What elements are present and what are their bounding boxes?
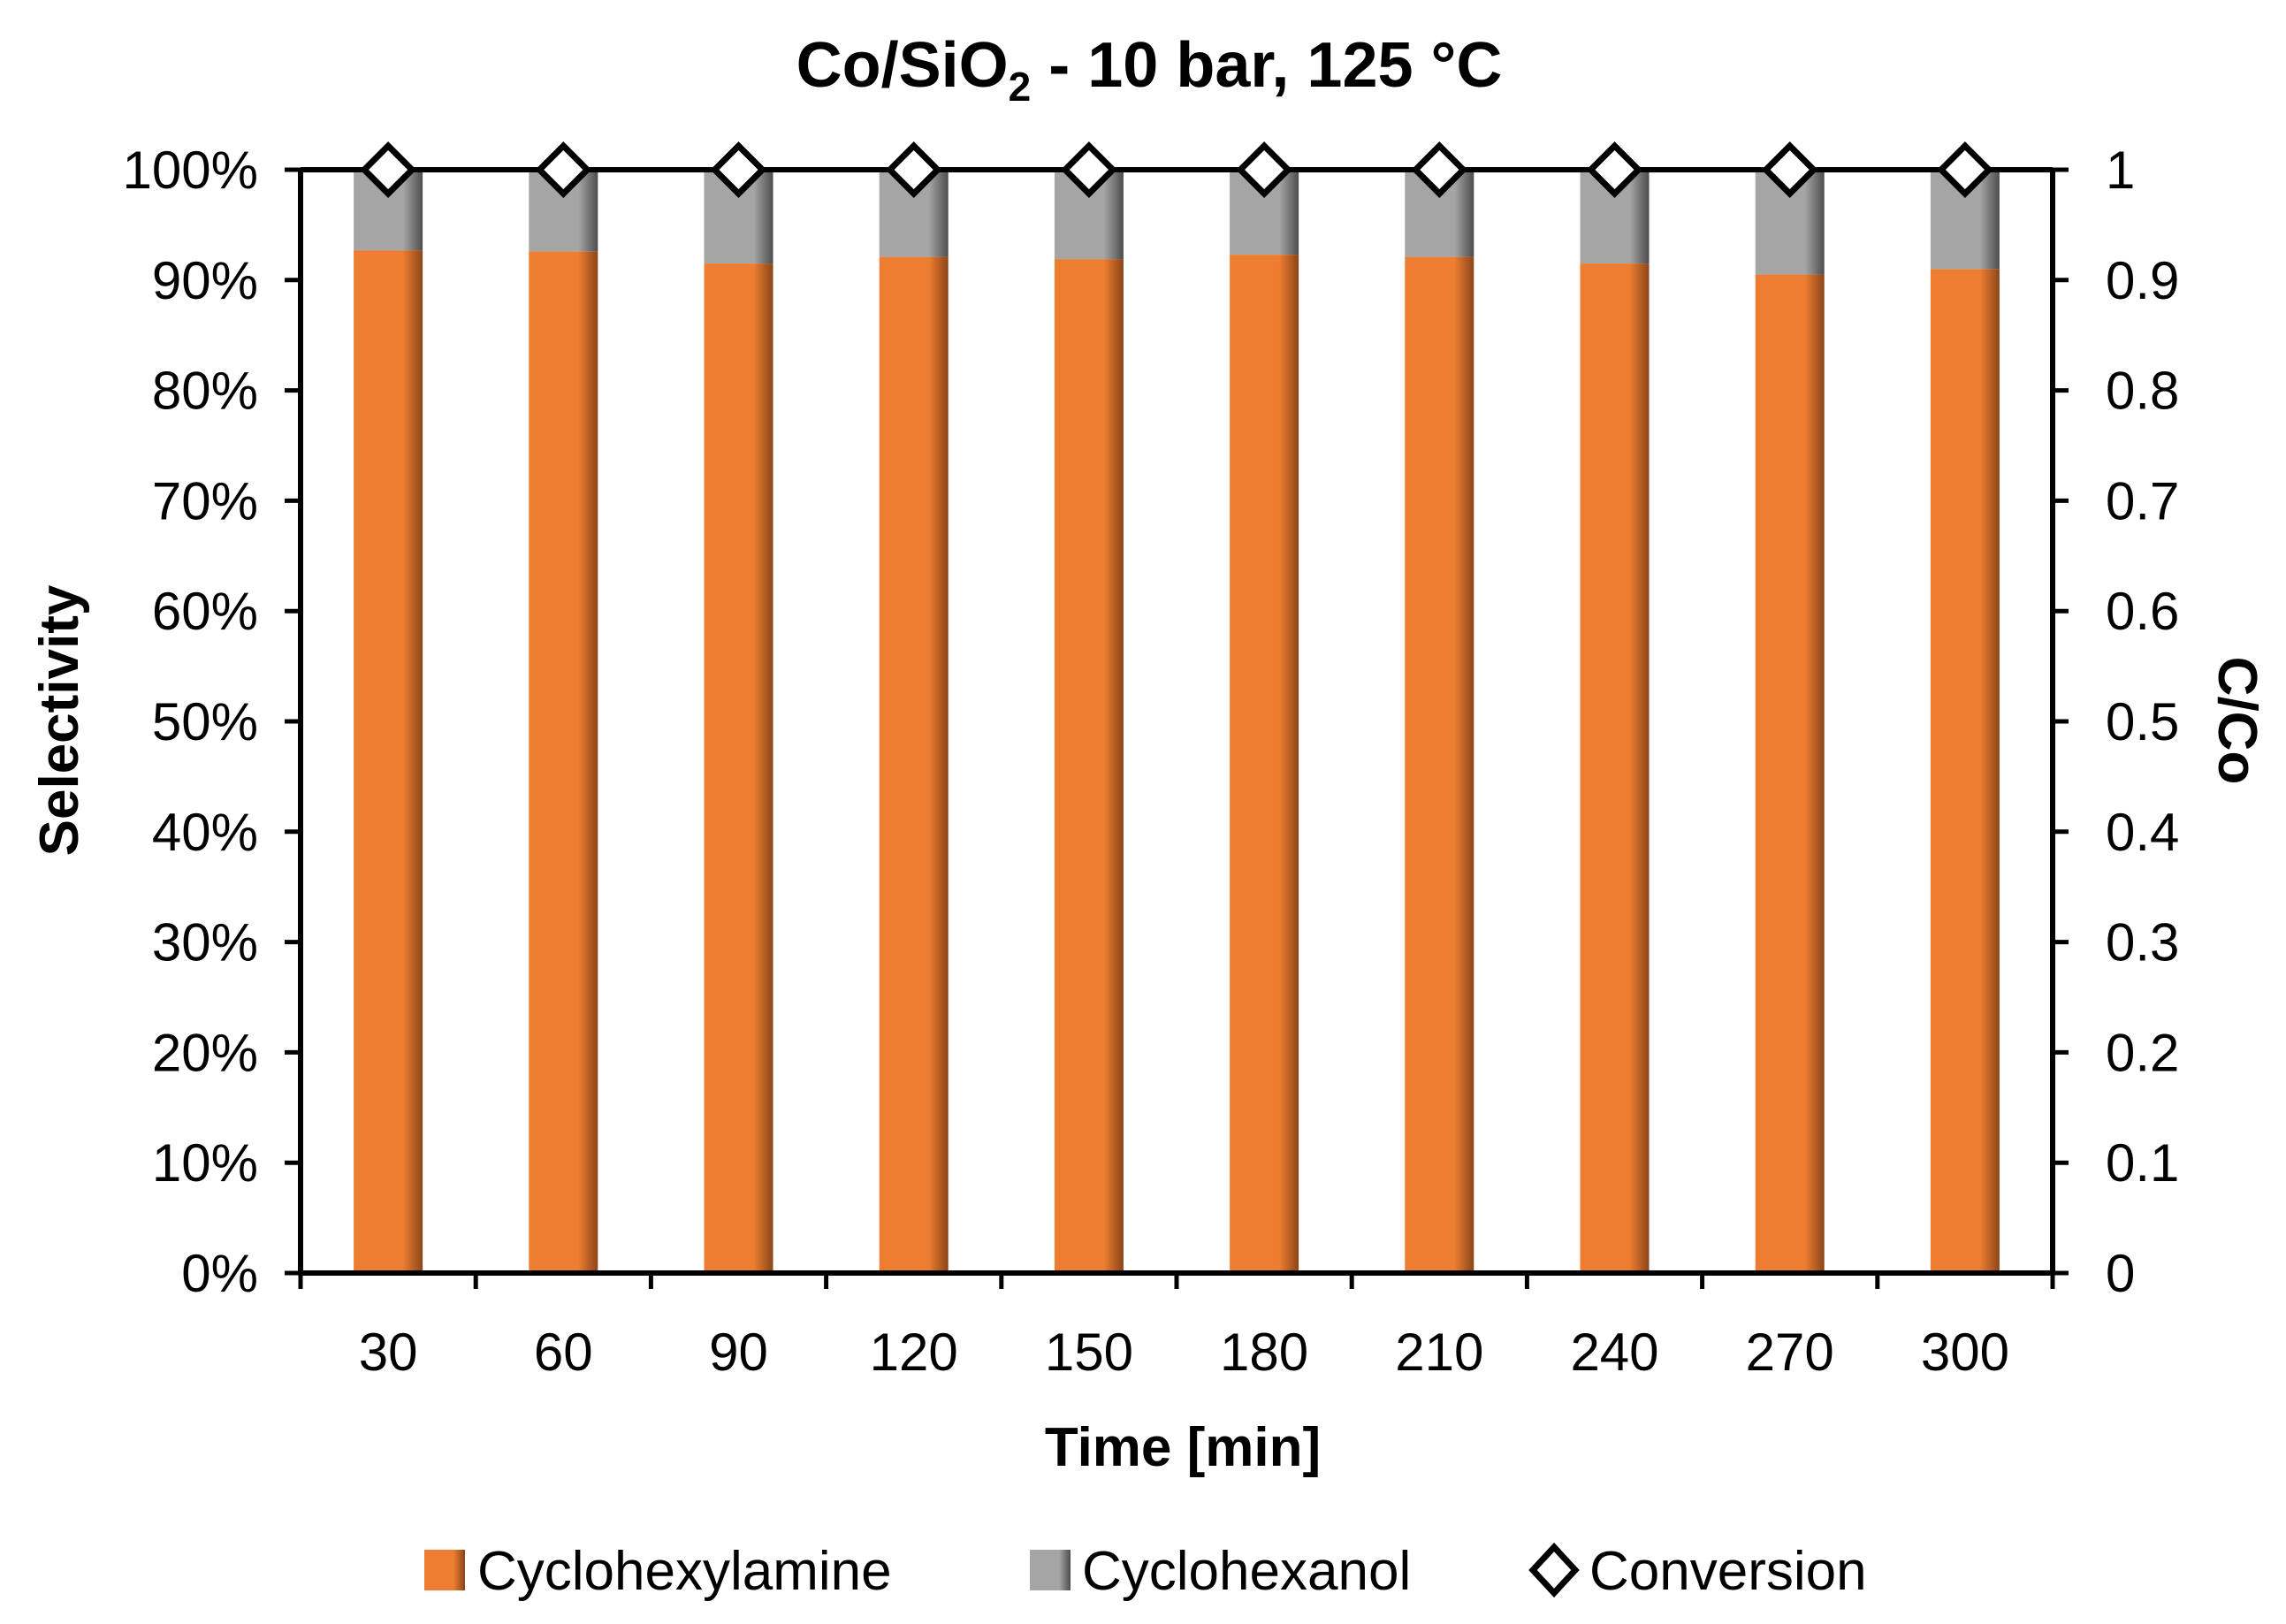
y-tick-label: 40% (152, 803, 258, 862)
title-rest: - 10 bar, 125 °C (1031, 30, 1502, 101)
x-tick-label: 30 (359, 1323, 418, 1382)
y-tick-label: 0% (181, 1244, 258, 1303)
legend-swatch-cyclohexylamine (424, 1550, 465, 1590)
y-tick-label: 80% (152, 362, 258, 421)
x-tick-label: 240 (1570, 1323, 1658, 1382)
y-tick-label: 30% (152, 913, 258, 972)
legend: Cyclohexylamine Cyclohexanol Conversion (424, 1541, 1867, 1602)
bar-cyclohexylamine (1755, 274, 1825, 1273)
x-tick-label: 210 (1395, 1323, 1483, 1382)
y2-tick-label: 0.7 (2106, 471, 2179, 530)
markers-layer (360, 141, 1993, 198)
y2-tick-label: 0.3 (2106, 913, 2179, 972)
y2-tick-label: 0.1 (2106, 1133, 2179, 1193)
legend-label-conversion: Conversion (1589, 1541, 1867, 1602)
y2-tick-label: 0.8 (2106, 362, 2179, 421)
legend-label-cyclohexylamine: Cyclohexylamine (477, 1541, 892, 1602)
x-tick-label: 60 (534, 1323, 593, 1382)
conversion-marker (1236, 141, 1293, 198)
bar-cyclohexylamine (1405, 256, 1474, 1273)
conversion-marker (1761, 141, 1818, 198)
y-tick-label: 90% (152, 251, 258, 310)
y-axis-title: Selectivity (29, 584, 90, 856)
bar-cyclohexylamine (1930, 269, 2000, 1273)
bar-cyclohexylamine (529, 251, 598, 1273)
y-tick-label: 100% (123, 141, 258, 200)
conversion-marker (1060, 141, 1117, 198)
title-subscript: 2 (1009, 64, 1032, 110)
y2-tick-label: 0.6 (2106, 582, 2179, 641)
y-tick-label: 60% (152, 582, 258, 641)
y-tick-label: 70% (152, 471, 258, 530)
legend-swatch-cyclohexanol (1030, 1550, 1071, 1590)
y2-tick-label: 0.4 (2106, 803, 2179, 862)
conversion-marker (885, 141, 942, 198)
bars-layer (354, 170, 2000, 1274)
x-tick-label: 270 (1746, 1323, 1834, 1382)
bar-cyclohexylamine (704, 263, 773, 1274)
conversion-marker (1936, 141, 1993, 198)
bar-cyclohexylamine (879, 256, 949, 1273)
bar-cyclohexylamine (1054, 259, 1124, 1273)
legend-marker-conversion (1528, 1542, 1580, 1598)
y2-axis-title: C/Co (2206, 657, 2267, 785)
x-tick-label: 120 (870, 1323, 958, 1382)
conversion-marker (535, 141, 592, 198)
x-axis-title: Time [min] (1045, 1417, 1321, 1478)
title-main: Co/SiO (796, 30, 1009, 101)
x-tick-label: 150 (1045, 1323, 1133, 1382)
axes-layer: 0% 10% 20% 30% 40% 50% 60% 70% 80% 90% 100% 0 0.1 0.2… (123, 141, 2180, 1382)
x-tick-label: 90 (709, 1323, 768, 1382)
conversion-marker (710, 141, 767, 198)
y2-tick-label: 0 (2106, 1244, 2135, 1303)
y-tick-label: 50% (152, 692, 258, 751)
y2-tick-label: 0.9 (2106, 251, 2179, 310)
y-tick-label: 20% (152, 1023, 258, 1082)
bar-cyclohexylamine (354, 250, 423, 1273)
y2-tick-label: 1 (2106, 141, 2135, 200)
legend-label-cyclohexanol: Cyclohexanol (1082, 1541, 1411, 1602)
chart-title: Co/SiO2 - 10 bar, 125 °C (796, 30, 1503, 110)
conversion-marker (1586, 141, 1643, 198)
y-tick-label: 10% (152, 1133, 258, 1193)
x-tick-label: 300 (1921, 1323, 2009, 1382)
y2-tick-label: 0.2 (2106, 1023, 2179, 1082)
y2-tick-label: 0.5 (2106, 692, 2179, 751)
bar-cyclohexylamine (1230, 255, 1299, 1274)
conversion-marker (1411, 141, 1468, 198)
bar-cyclohexylamine (1580, 263, 1650, 1274)
conversion-marker (360, 141, 417, 198)
x-tick-label: 180 (1220, 1323, 1308, 1382)
